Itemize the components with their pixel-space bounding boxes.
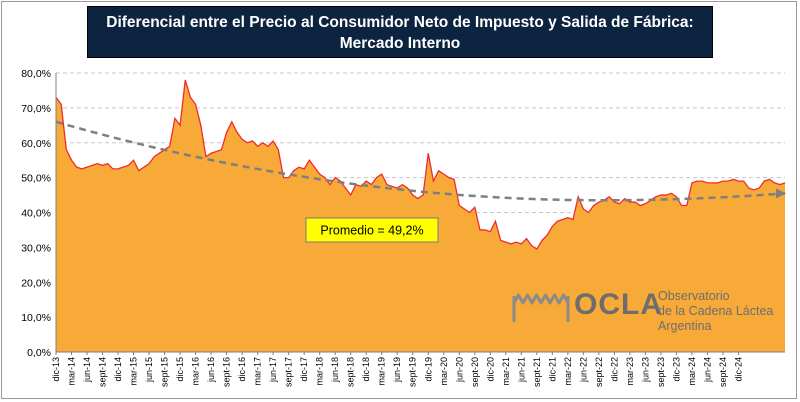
x-tick-label: dic-18 — [361, 357, 371, 382]
chart-title-box: Diferencial entre el Precio al Consumido… — [87, 6, 713, 58]
y-tick-label: 70,0% — [21, 103, 51, 115]
x-tick-label: dic-19 — [423, 357, 433, 382]
x-tick-label: dic-17 — [299, 357, 309, 382]
series-line — [55, 79, 786, 251]
x-tick-label: jun-19 — [392, 357, 402, 383]
x-tick-label: dic-16 — [237, 357, 247, 382]
x-tick-label: mar-17 — [253, 357, 263, 386]
y-tick-label: 50,0% — [21, 173, 51, 185]
x-tick-label: jun-15 — [144, 357, 154, 383]
logo-line3: Argentina — [658, 319, 712, 333]
x-tick-label: sept-15 — [160, 357, 170, 387]
x-tick-label: dic-14 — [113, 357, 123, 382]
x-tick-label: jun-20 — [454, 357, 464, 383]
chart-title-line2: Mercado Interno — [339, 35, 461, 52]
x-tick-label: dic-13 — [51, 357, 61, 382]
chart-title-line1: Diferencial entre el Precio al Consumido… — [106, 14, 694, 31]
x-tick-label: mar-19 — [377, 357, 387, 386]
x-tick-label: sept-14 — [98, 357, 108, 387]
x-tick-label: sept-21 — [532, 357, 542, 387]
x-tick-label: sept-24 — [718, 357, 728, 387]
average-label: Promedio = 49,2% — [320, 224, 423, 238]
y-tick-label: 0,0% — [27, 347, 51, 359]
trend-arrow-icon — [776, 188, 786, 199]
y-tick-label: 10,0% — [21, 312, 51, 324]
y-tick-label: 80,0% — [21, 68, 51, 80]
trend-line — [55, 120, 786, 202]
x-tick-label: dic-21 — [547, 357, 557, 382]
x-tick-label: jun-17 — [268, 357, 278, 383]
x-tick-label: mar-18 — [315, 357, 325, 386]
average-callout: Promedio = 49,2% — [305, 217, 439, 243]
x-tick-label: jun-16 — [206, 357, 216, 383]
x-tick-label: sept-19 — [408, 357, 418, 387]
x-tick-label: dic-24 — [734, 357, 744, 382]
area-fill — [56, 79, 785, 352]
x-tick-label: sept-20 — [470, 357, 480, 387]
x-tick-label: sept-17 — [284, 357, 294, 387]
average-callout-box — [305, 217, 439, 243]
x-tick-label: mar-16 — [191, 357, 201, 386]
ocla-logo: OCLA Observatorio de la Cadena Láctea Ar… — [512, 288, 773, 333]
x-tick-label: dic-20 — [485, 357, 495, 382]
y-axis: 0,0% 10,0% 20,0% 30,0% 40,0% 50,0% 60,0% 70,0% 8… — [21, 68, 51, 359]
x-tick-label: jun-22 — [578, 357, 588, 383]
x-tick-label: sept-22 — [594, 357, 604, 387]
x-tick-label: mar-14 — [67, 357, 77, 386]
y-tick-label: 40,0% — [21, 208, 51, 220]
logo-acronym: OCLA — [574, 288, 663, 321]
logo-wave — [512, 293, 570, 305]
x-tick-label: mar-22 — [563, 357, 573, 386]
x-tick-label: mar-20 — [439, 357, 449, 386]
x-tick-label: dic-23 — [671, 357, 681, 382]
x-tick-label: jun-23 — [640, 357, 650, 383]
x-axis: dic-13 mar-14 jun-14 sept-14 dic-14 mar-15 jun… — [51, 352, 744, 387]
x-tick-label: mar-23 — [625, 357, 635, 386]
x-tick-label: mar-21 — [501, 357, 511, 386]
x-tick-label: jun-18 — [330, 357, 340, 383]
y-tick-label: 60,0% — [21, 138, 51, 150]
x-tick-label: mar-15 — [129, 357, 139, 386]
logo-line2: de la Cadena Láctea — [658, 304, 773, 318]
x-tick-label: dic-22 — [609, 357, 619, 382]
x-tick-label: sept-18 — [346, 357, 356, 387]
x-tick-label: sept-23 — [656, 357, 666, 387]
x-tick-label: jun-14 — [82, 357, 92, 383]
x-tick-label: dic-15 — [175, 357, 185, 382]
y-tick-label: 20,0% — [21, 277, 51, 289]
x-tick-label: jun-24 — [702, 357, 712, 383]
plot-area — [55, 73, 786, 353]
x-tick-label: sept-16 — [222, 357, 232, 387]
y-tick-label: 30,0% — [21, 242, 51, 254]
logo-wave-icon — [512, 293, 570, 322]
x-tick-label: mar-24 — [687, 357, 697, 386]
x-tick-label: jun-21 — [516, 357, 526, 383]
logo-line1: Observatorio — [658, 289, 730, 303]
